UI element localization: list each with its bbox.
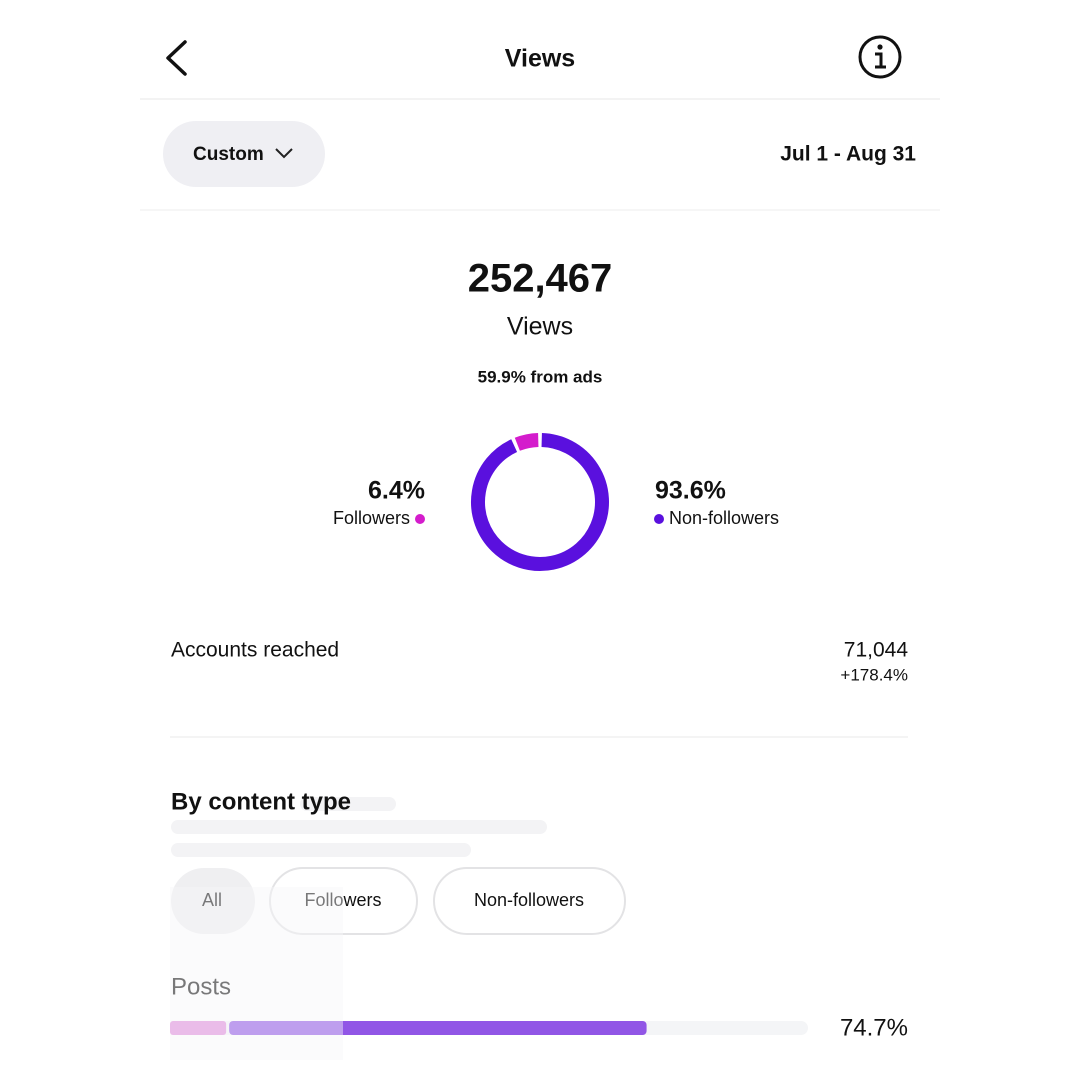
donut-segment [471,433,609,571]
total-label: Views [507,313,573,341]
non-followers-label: Non-followers [669,508,779,528]
period-dropdown[interactable] [163,121,325,187]
date-range: Jul 1 - Aug 31 [780,143,916,166]
filter-followers[interactable] [269,867,418,935]
accounts-reached-value: 71,044 [844,639,909,662]
accounts-reached-label: Accounts reached [171,639,339,662]
filter-label: All [202,890,222,910]
page-title: Views [505,45,575,73]
legend-dot [654,514,664,524]
donut-segment [514,433,539,451]
skeleton-bar [300,797,396,811]
ads-note: 59.9% from ads [478,367,603,386]
accounts-reached-change: +178.4% [840,665,908,684]
content-bars [170,1021,808,1035]
row-label: Posts [171,973,231,1000]
bar-followers [170,1021,227,1035]
section-title: By content type [171,788,351,815]
donut-chart [471,433,609,571]
back-button[interactable] [166,40,187,76]
followers-percent: 6.4% [368,477,425,505]
skeleton-bar [171,820,547,834]
filter-non-followers[interactable] [433,867,626,935]
filter-all[interactable] [171,868,255,934]
filter-label: Followers [304,890,381,910]
info-button[interactable] [858,35,902,79]
period-label: Custom [193,144,264,165]
non-followers-percent: 93.6% [655,477,726,505]
filter-label: Non-followers [474,890,584,910]
dropdown-chevron [275,148,293,159]
row-total: 74.7% [840,1014,908,1041]
skeleton-bar [171,843,471,857]
loading-overlay [170,887,343,1060]
followers-label: Followers [333,508,410,528]
total-views: 252,467 [468,257,613,301]
legend-dot [415,514,425,524]
bar-non-followers [229,1021,647,1035]
